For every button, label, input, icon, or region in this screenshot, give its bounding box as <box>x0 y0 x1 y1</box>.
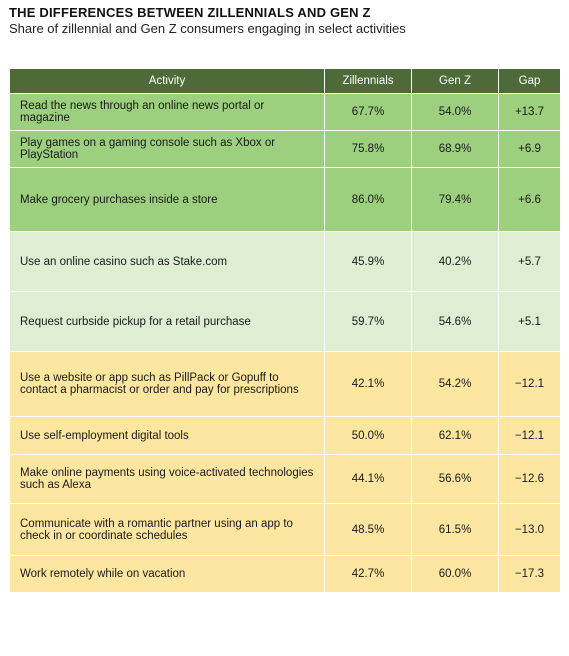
chart-title: THE DIFFERENCES BETWEEN ZILLENNIALS AND … <box>9 5 371 20</box>
table-row: Make online payments using voice-activat… <box>9 454 561 504</box>
header-genz: Gen Z <box>411 68 499 94</box>
cell-genz: 54.0% <box>411 93 499 131</box>
table-body: Read the news through an online news por… <box>9 93 561 593</box>
cell-gap: +5.1 <box>498 291 561 352</box>
cell-gap: −12.1 <box>498 351 561 417</box>
cell-zillennials: 44.1% <box>324 454 412 504</box>
cell-genz: 54.2% <box>411 351 499 417</box>
cell-gap: −13.0 <box>498 503 561 556</box>
table-row: Use self-employment digital tools 50.0% 62… <box>9 416 561 455</box>
header-activity: Activity <box>9 68 325 94</box>
cell-zillennials: 42.1% <box>324 351 412 417</box>
header-gap: Gap <box>498 68 561 94</box>
cell-zillennials: 45.9% <box>324 231 412 292</box>
cell-genz: 54.6% <box>411 291 499 352</box>
table-row: Read the news through an online news por… <box>9 93 561 131</box>
table-row: Play games on a gaming console such as X… <box>9 130 561 168</box>
cell-zillennials: 75.8% <box>324 130 412 168</box>
cell-gap: +13.7 <box>498 93 561 131</box>
cell-gap: −12.6 <box>498 454 561 504</box>
cell-activity: Use an online casino such as Stake.com <box>9 231 325 292</box>
cell-zillennials: 50.0% <box>324 416 412 455</box>
cell-genz: 61.5% <box>411 503 499 556</box>
cell-gap: −17.3 <box>498 555 561 593</box>
table-row: Request curbside pickup for a retail pur… <box>9 291 561 352</box>
cell-activity: Read the news through an online news por… <box>9 93 325 131</box>
table-header-row: Activity Zillennials Gen Z Gap <box>9 68 561 94</box>
comparison-table: Activity Zillennials Gen Z Gap Read the … <box>9 68 561 593</box>
cell-activity: Request curbside pickup for a retail pur… <box>9 291 325 352</box>
cell-genz: 60.0% <box>411 555 499 593</box>
table-row: Use a website or app such as PillPack or… <box>9 351 561 417</box>
cell-zillennials: 48.5% <box>324 503 412 556</box>
cell-zillennials: 59.7% <box>324 291 412 352</box>
cell-activity: Make grocery purchases inside a store <box>9 167 325 232</box>
cell-activity: Use self-employment digital tools <box>9 416 325 455</box>
cell-zillennials: 42.7% <box>324 555 412 593</box>
cell-genz: 68.9% <box>411 130 499 168</box>
cell-gap: +6.6 <box>498 167 561 232</box>
cell-genz: 62.1% <box>411 416 499 455</box>
cell-activity: Play games on a gaming console such as X… <box>9 130 325 168</box>
cell-gap: +5.7 <box>498 231 561 292</box>
cell-activity: Communicate with a romantic partner usin… <box>9 503 325 556</box>
table-row: Work remotely while on vacation 42.7% 60.0… <box>9 555 561 593</box>
cell-genz: 40.2% <box>411 231 499 292</box>
header-zillennials: Zillennials <box>324 68 412 94</box>
table-row: Use an online casino such as Stake.com 45… <box>9 231 561 292</box>
cell-genz: 56.6% <box>411 454 499 504</box>
cell-activity: Use a website or app such as PillPack or… <box>9 351 325 417</box>
cell-gap: +6.9 <box>498 130 561 168</box>
cell-activity: Work remotely while on vacation <box>9 555 325 593</box>
table-row: Communicate with a romantic partner usin… <box>9 503 561 556</box>
cell-activity: Make online payments using voice-activat… <box>9 454 325 504</box>
cell-gap: −12.1 <box>498 416 561 455</box>
cell-zillennials: 86.0% <box>324 167 412 232</box>
cell-genz: 79.4% <box>411 167 499 232</box>
table-row: Make grocery purchases inside a store 86.… <box>9 167 561 232</box>
chart-subtitle: Share of zillennial and Gen Z consumers … <box>9 21 406 36</box>
cell-zillennials: 67.7% <box>324 93 412 131</box>
